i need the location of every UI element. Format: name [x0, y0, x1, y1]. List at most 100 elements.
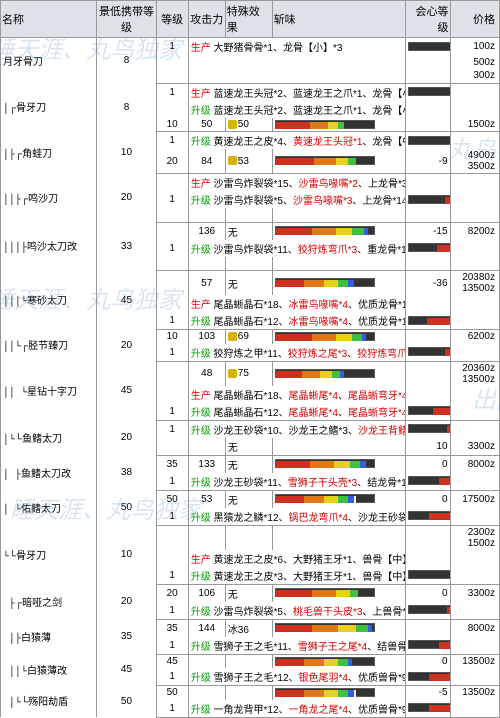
- sharpness-bar: [408, 605, 450, 614]
- min-level: 20: [97, 420, 156, 455]
- price-cell: [450, 240, 499, 257]
- price-cell: 17500z: [450, 490, 499, 508]
- action-upgrade: 升级: [191, 317, 211, 328]
- weapon-name: │├┌角蛙刀: [1, 132, 97, 174]
- weapon-name: └└骨牙刀: [1, 525, 97, 584]
- level-cell: 1: [156, 132, 188, 150]
- effect-cell: 69: [225, 330, 272, 344]
- weapon-name: ││└┌胫节臻刀: [1, 330, 97, 362]
- affinity-cell: [406, 420, 450, 438]
- sharpness-bar: [408, 424, 450, 433]
- action-produce: 生产: [191, 43, 211, 54]
- affinity-cell: 0: [406, 490, 450, 508]
- price-cell: 1500z: [450, 118, 499, 132]
- price-cell: 100z: [450, 38, 499, 56]
- effect-cell: [225, 257, 272, 271]
- sharpness-cell: [272, 686, 405, 700]
- action-upgrade: 升级: [191, 705, 211, 716]
- materials-cell: 生产 尾晶蜥晶石*18、尾晶蜥尾*4、尾晶蜥弯牙*4: [188, 386, 405, 403]
- sharpness-cell: [272, 438, 405, 456]
- defense-icon: [228, 332, 237, 341]
- level-cell: [156, 525, 188, 550]
- level-cell: 1: [156, 637, 188, 655]
- price-cell: 4900z3500z: [450, 149, 499, 174]
- sharpness-cell: [272, 584, 405, 602]
- weapon-name: │└└鱼鳍太刀: [1, 420, 97, 455]
- materials-cell: 升级 蓝速龙王头冠*2、蓝速龙王之爪*1、龙骨【小】*6、蓝速龙之鳞*6: [188, 101, 405, 118]
- sharpness-cell: [272, 149, 405, 174]
- effect-cell: [225, 654, 272, 668]
- action-produce: 生产: [191, 179, 211, 190]
- level-cell: 20: [156, 149, 188, 174]
- level-cell: [156, 174, 188, 192]
- materials-cell: 升级 黑猿龙之鳞*12、锅巴龙弯爪*4、沙龙王砂袋*11: [188, 508, 405, 526]
- sharpness-bar: [408, 570, 450, 579]
- materials-cell: 升级 狡狩炼之甲*11、狡狩炼之尾*3、狡狩炼弯爪*3: [188, 344, 405, 362]
- sharpness-bar: [408, 42, 450, 51]
- level-cell: 50: [156, 686, 188, 700]
- action-upgrade: 升级: [191, 196, 211, 207]
- materials-cell: [188, 69, 405, 83]
- level-cell: [156, 550, 188, 567]
- materials-cell: 生产 蓝速龙王头冠*2、蓝速龙王之爪*1、龙骨【小】*5、蓝速龙之鳞*6: [188, 83, 405, 101]
- weapon-name: │││└寒砂太刀: [1, 271, 97, 330]
- affinity-cell: [406, 101, 450, 118]
- affinity-cell: [406, 567, 450, 585]
- sharpness-bar: [275, 369, 375, 378]
- price-cell: 500z: [450, 55, 499, 69]
- sharpness-bar: [408, 87, 450, 96]
- action-upgrade: 升级: [191, 245, 211, 256]
- affinity-cell: 0: [406, 83, 450, 101]
- price-cell: 13500z: [450, 686, 499, 700]
- sharpness-bar: [275, 459, 375, 468]
- price-cell: [450, 508, 499, 526]
- affinity-cell: [406, 473, 450, 491]
- min-level: 45: [97, 361, 156, 420]
- level-cell: 1: [156, 403, 188, 421]
- min-level: 38: [97, 455, 156, 490]
- attack-cell: 133: [188, 455, 225, 473]
- table-row: │└└鱼鳍太刀201升级 沙龙王砂袋*10、沙龙王之鳍*3、沙龙王背鳍*3: [1, 420, 500, 438]
- level-cell: 1: [156, 420, 188, 438]
- affinity-cell: [406, 386, 450, 403]
- price-cell: [450, 386, 499, 403]
- weapon-name: ││└白猿薄改: [1, 654, 97, 686]
- weapon-name: │├白猿薄: [1, 619, 97, 654]
- price-cell: [450, 550, 499, 567]
- action-produce: 生产: [191, 555, 211, 566]
- col-affinity: 会心等级: [406, 1, 450, 38]
- affinity-cell: [406, 312, 450, 330]
- materials-cell: 升级 尾晶蜥晶石*12、冰雷鸟喙嘴*4、优质龙骨*13: [188, 312, 405, 330]
- level-cell: 20: [156, 584, 188, 602]
- affinity-cell: 0: [406, 654, 450, 668]
- col-sharpness: 斩味: [272, 1, 405, 38]
- level-cell: [156, 55, 188, 69]
- level-cell: 50: [156, 490, 188, 508]
- level-cell: [156, 208, 188, 222]
- level-cell: 1: [156, 668, 188, 686]
- attack-cell: 48: [188, 361, 225, 386]
- level-cell: 45: [156, 654, 188, 668]
- materials-cell: 升级 尾晶蜥晶石*12、尾晶蜥尾*4、尾晶蜥弯牙*4: [188, 403, 405, 421]
- sharpness-cell: [272, 330, 405, 344]
- affinity-cell: [406, 118, 450, 132]
- materials-cell: 生产 沙雷鸟炸裂袋*15、沙雷鸟喙嘴*2、上龙骨*3: [188, 174, 405, 192]
- effect-cell: 75: [225, 361, 272, 386]
- affinity-cell: [406, 602, 450, 620]
- attack-cell: 103: [188, 330, 225, 344]
- affinity-cell: [406, 344, 450, 362]
- attack-cell: [188, 208, 225, 222]
- level-cell: 1: [156, 191, 188, 208]
- table-row: ││├┌鸣沙刀20生产 沙雷鸟炸裂袋*15、沙雷鸟喙嘴*2、上龙骨*3: [1, 174, 500, 192]
- affinity-cell: -15: [406, 222, 450, 240]
- sharpness-cell: [272, 257, 405, 271]
- affinity-cell: [406, 257, 450, 271]
- level-cell: 35: [156, 455, 188, 473]
- sharpness-bar: [275, 226, 375, 235]
- affinity-cell: [406, 525, 450, 550]
- materials-cell: 升级 沙雷鸟炸裂袋*5、沙雷鸟喙嘴*3、上龙骨*14: [188, 191, 405, 208]
- price-cell: [450, 668, 499, 686]
- table-row: ││└白猿薄改4545013500z: [1, 654, 500, 668]
- price-cell: [450, 567, 499, 585]
- table-row: │┌骨牙刀81生产 蓝速龙王头冠*2、蓝速龙王之爪*1、龙骨【小】*5、蓝速龙之…: [1, 83, 500, 101]
